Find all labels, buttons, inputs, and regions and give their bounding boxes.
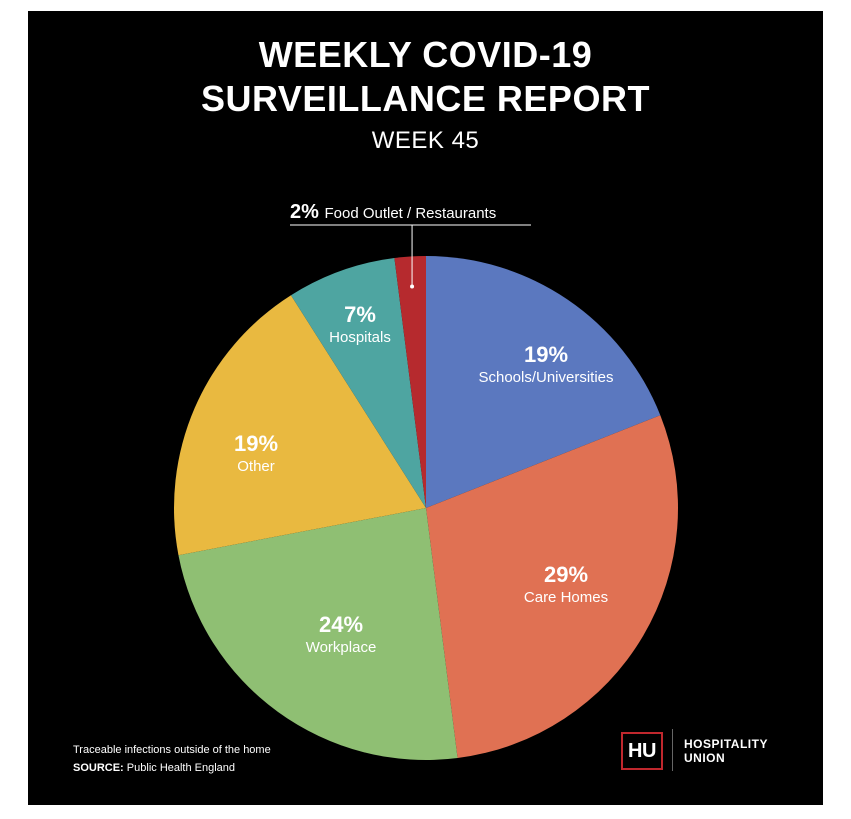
source-value: Public Health England [126, 762, 236, 774]
slice-label-other: Other [237, 458, 275, 475]
logo-divider [672, 729, 673, 771]
pie-slice-schools-universities [426, 256, 661, 508]
pie-slice-other [173, 295, 426, 556]
slice-percent-workplace: 24% [319, 612, 363, 637]
logo-wordmark: HOSPITALITY UNION [684, 737, 768, 765]
pie-slice-hospitals [290, 257, 426, 508]
logo-line-1: HOSPITALITY [684, 737, 768, 751]
pie-slice-workplace [178, 508, 458, 760]
slice-label-workplace: Workplace [306, 639, 377, 656]
slice-percent-schools-universities: 19% [524, 342, 568, 367]
slice-label-hospitals: Hospitals [329, 329, 391, 346]
pie-slice-care-homes [426, 415, 678, 759]
chart-subtitle: WEEK 45 [371, 127, 480, 154]
footer-source: SOURCE: Public Health England [73, 759, 271, 777]
pie-chart: 19% Schools/Universities 29% Care Homes 24% W… [173, 201, 678, 760]
slice-label-schools-universities: Schools/Universities [478, 369, 613, 386]
footer-note: Traceable infections outside of the home [73, 744, 271, 756]
source-label: SOURCE: [73, 762, 124, 774]
callout-dot [410, 284, 415, 289]
title-line-2: SURVEILLANCE REPORT [201, 78, 650, 119]
chart-title: WEEKLY COVID-19 SURVEILLANCE REPORT [28, 33, 823, 121]
footer: Traceable infections outside of the home… [73, 741, 271, 777]
slice-percent-hospitals: 7% [344, 302, 376, 327]
slice-label-care-homes: Care Homes [524, 589, 608, 606]
title-line-1: WEEKLY COVID-19 [258, 34, 593, 75]
infographic-panel: WEEKLY COVID-19 SURVEILLANCE REPORT WEEK… [28, 11, 823, 805]
logo-line-2: UNION [684, 751, 726, 765]
slice-percent-care-homes: 29% [544, 562, 588, 587]
callout-label-food-outlet-restaurants: 2% Food Outlet / Restaurants [290, 201, 496, 223]
hu-logo-mark: HU [621, 732, 663, 770]
slice-percent-other: 19% [234, 431, 278, 456]
pie-slice-food-outlet-restaurants [394, 256, 426, 508]
